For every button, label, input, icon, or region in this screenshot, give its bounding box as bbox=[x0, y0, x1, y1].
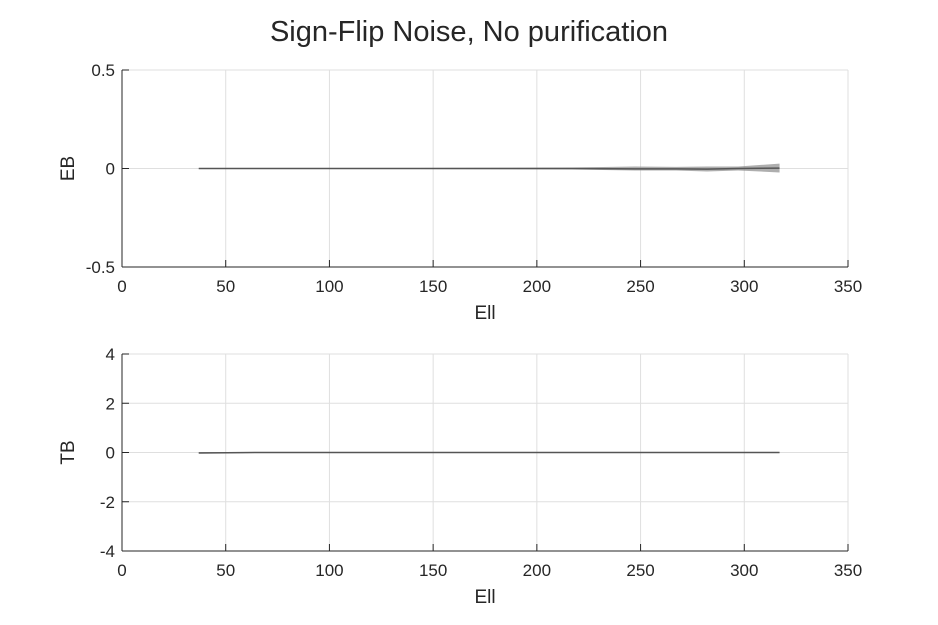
tb-y-tick-label: 2 bbox=[106, 394, 115, 413]
tb-x-tick-label: 200 bbox=[523, 561, 551, 580]
eb-x-tick-label: 0 bbox=[117, 277, 126, 296]
eb-y-tick-label: -0.5 bbox=[86, 258, 115, 277]
tb-subplot: 0 50 100 150 200 250 300 350 -4 -2 0 2 4 Ell TB bbox=[58, 345, 862, 608]
tb-x-axis-label: Ell bbox=[474, 587, 495, 608]
tb-x-tick-label: 100 bbox=[315, 561, 343, 580]
tb-x-tick-label: 50 bbox=[216, 561, 235, 580]
eb-x-tick-label: 150 bbox=[419, 277, 447, 296]
tb-x-tick-label: 0 bbox=[117, 561, 126, 580]
tb-y-tick-label: 4 bbox=[106, 345, 115, 364]
eb-y-tick-label: 0 bbox=[106, 160, 115, 179]
eb-y-axis-label: EB bbox=[58, 156, 79, 181]
eb-series-line bbox=[198, 167, 780, 170]
tb-x-tick-label: 350 bbox=[834, 561, 862, 580]
eb-x-tick-label: 300 bbox=[730, 277, 758, 296]
eb-x-axis-label: Ell bbox=[474, 303, 495, 324]
eb-x-tick-label: 50 bbox=[216, 277, 235, 296]
eb-x-tick-label: 200 bbox=[523, 277, 551, 296]
tb-y-tick-label: -4 bbox=[100, 542, 115, 561]
tb-x-tick-label: 150 bbox=[419, 561, 447, 580]
tb-y-tick-label: 0 bbox=[106, 444, 115, 463]
eb-x-tick-label: 100 bbox=[315, 277, 343, 296]
tb-y-axis-label: TB bbox=[58, 440, 79, 464]
eb-x-tick-label: 250 bbox=[626, 277, 654, 296]
eb-x-tick-label: 350 bbox=[834, 277, 862, 296]
tb-x-tick-label: 250 bbox=[626, 561, 654, 580]
tb-x-tick-label: 300 bbox=[730, 561, 758, 580]
tb-y-tick-label: -2 bbox=[100, 493, 115, 512]
eb-y-tick-label: 0.5 bbox=[91, 61, 115, 80]
figure-title: Sign-Flip Noise, No purification bbox=[270, 16, 668, 48]
